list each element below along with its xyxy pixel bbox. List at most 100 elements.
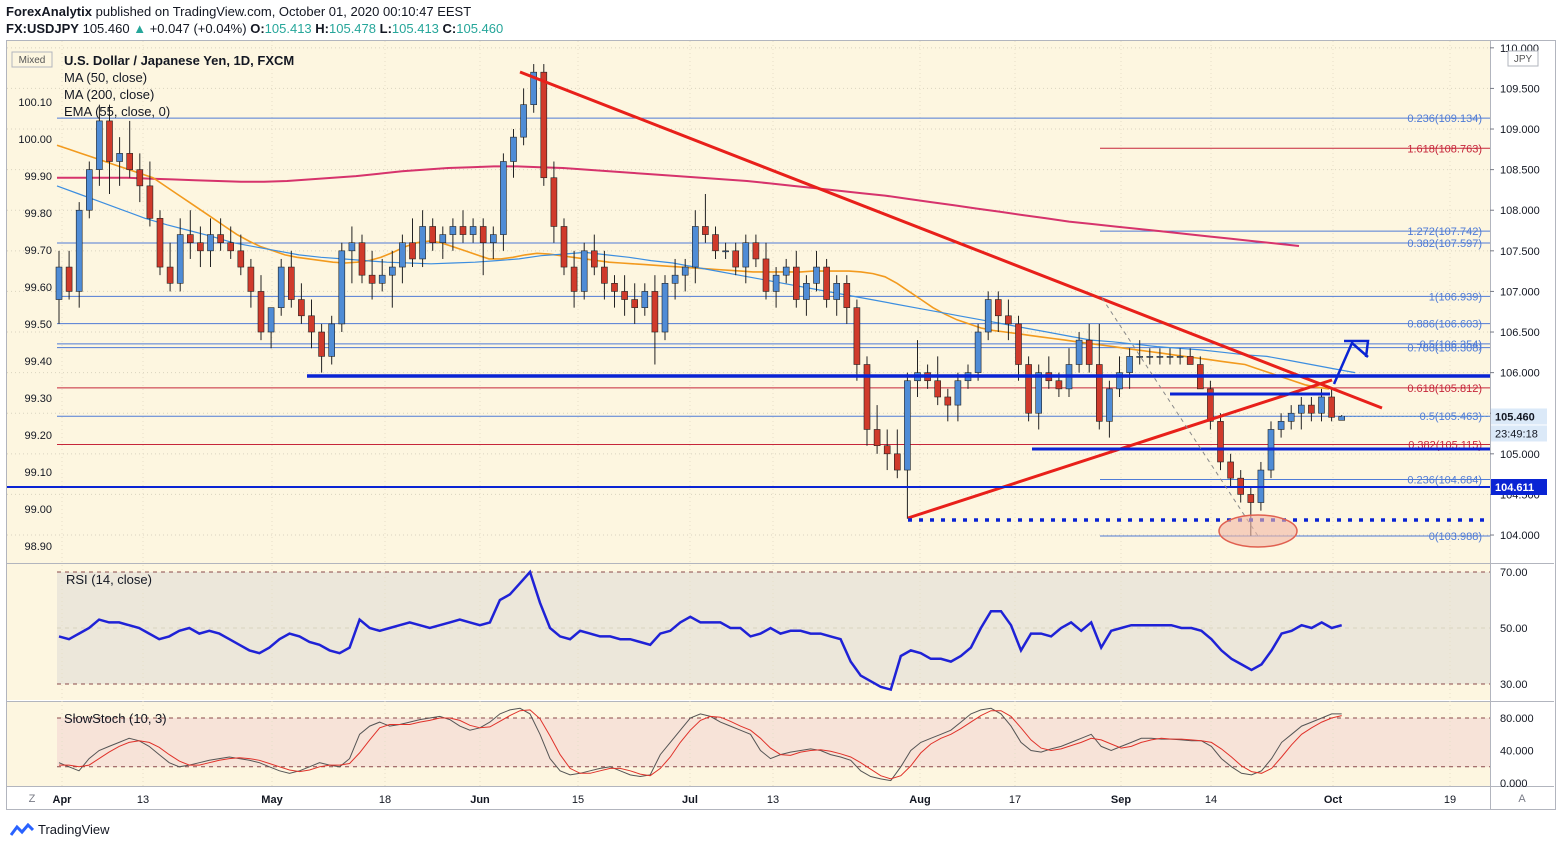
candle-body[interactable] — [328, 323, 336, 357]
brand[interactable]: TradingView — [10, 822, 110, 837]
candle-body[interactable] — [570, 266, 578, 292]
candle-body[interactable] — [500, 161, 507, 235]
candle-body[interactable] — [419, 226, 426, 260]
candle-body[interactable] — [974, 331, 982, 373]
candle-body[interactable] — [631, 299, 639, 308]
candle-body[interactable] — [55, 266, 63, 300]
candle-body[interactable] — [671, 274, 679, 284]
candle-body[interactable] — [106, 120, 113, 162]
candle-body[interactable] — [136, 169, 144, 187]
drawings[interactable] — [7, 70, 1490, 548]
candle-body[interactable] — [1146, 356, 1154, 358]
candle-body[interactable] — [1156, 356, 1164, 358]
candle-body[interactable] — [479, 226, 487, 244]
candle-body[interactable] — [813, 266, 820, 284]
candle-body[interactable] — [489, 234, 497, 244]
candle-body[interactable] — [782, 266, 790, 276]
mixed-badge[interactable] — [11, 51, 53, 68]
candle-body[interactable] — [1116, 372, 1123, 390]
candle-body[interactable] — [651, 291, 659, 333]
candle-body[interactable] — [126, 153, 133, 170]
candle-body[interactable] — [298, 299, 305, 317]
candle-body[interactable] — [540, 71, 548, 179]
candle-body[interactable] — [176, 234, 184, 284]
candle-body[interactable] — [601, 266, 608, 284]
candle-body[interactable] — [439, 234, 447, 244]
candle-body[interactable] — [1055, 380, 1063, 390]
candle-body[interactable] — [550, 177, 558, 227]
candle-body[interactable] — [217, 234, 224, 244]
candle-body[interactable] — [843, 283, 851, 308]
candle-body[interactable] — [863, 364, 871, 430]
candle-body[interactable] — [641, 291, 649, 308]
candle-body[interactable] — [358, 242, 366, 276]
candle-body[interactable] — [702, 226, 709, 235]
candle-body[interactable] — [86, 169, 93, 211]
candle-body[interactable] — [772, 274, 780, 292]
candle-body[interactable] — [752, 242, 760, 260]
candle-body[interactable] — [388, 266, 396, 276]
candle-body[interactable] — [1217, 421, 1224, 463]
candle-body[interactable] — [621, 291, 628, 300]
candle-body[interactable] — [1277, 421, 1285, 430]
candle-body[interactable] — [146, 185, 154, 219]
candle-body[interactable] — [1005, 315, 1012, 325]
candle-body[interactable] — [378, 274, 386, 284]
candle-body[interactable] — [520, 104, 527, 138]
candle-body[interactable] — [469, 226, 477, 235]
candle-body[interactable] — [429, 226, 437, 244]
candle-body[interactable] — [833, 283, 841, 300]
candle-body[interactable] — [984, 299, 992, 333]
candle-body[interactable] — [1176, 356, 1184, 358]
candle-body[interactable] — [308, 315, 315, 333]
candle-body[interactable] — [338, 250, 346, 325]
candle-body[interactable] — [944, 396, 952, 406]
candle-body[interactable] — [257, 291, 265, 333]
candle-body[interactable] — [762, 258, 770, 292]
candle-body[interactable] — [156, 218, 164, 268]
candle-body[interactable] — [1186, 356, 1194, 365]
candle-body[interactable] — [691, 226, 699, 268]
low-highlight-ellipse[interactable] — [1218, 514, 1298, 548]
candle-body[interactable] — [1096, 364, 1103, 422]
candle-body[interactable] — [1227, 461, 1234, 479]
candle-body[interactable] — [732, 250, 740, 268]
candle-body[interactable] — [399, 242, 406, 268]
candle-body[interactable] — [954, 380, 962, 406]
candle-body[interactable] — [1085, 339, 1093, 365]
candle-body[interactable] — [1328, 396, 1335, 418]
candle-body[interactable] — [277, 266, 285, 308]
candle-body[interactable] — [348, 242, 356, 252]
candle-body[interactable] — [187, 234, 194, 244]
currency-badge[interactable] — [1507, 50, 1539, 67]
candle-body[interactable] — [803, 283, 810, 300]
candle-body[interactable] — [994, 299, 1002, 317]
candle-body[interactable] — [934, 380, 942, 398]
candle-body[interactable] — [510, 136, 517, 162]
candle-body[interactable] — [96, 120, 103, 170]
candle-body[interactable] — [530, 71, 538, 105]
candle-body[interactable] — [1035, 372, 1042, 414]
candle-body[interactable] — [368, 274, 376, 284]
candle-body[interactable] — [227, 242, 234, 252]
candle-body[interactable] — [883, 445, 891, 455]
candle-body[interactable] — [207, 234, 214, 252]
candle-body[interactable] — [1106, 388, 1113, 422]
candle-body[interactable] — [661, 283, 669, 333]
author-name[interactable]: ForexAnalytix — [6, 4, 92, 19]
candle-body[interactable] — [560, 226, 568, 268]
candle-body[interactable] — [409, 242, 416, 260]
projection-arrow-icon[interactable] — [1332, 340, 1369, 385]
candle-body[interactable] — [1287, 412, 1295, 422]
candle-body[interactable] — [1166, 356, 1174, 358]
candle-body[interactable] — [459, 226, 467, 235]
candle-body[interactable] — [1126, 356, 1133, 373]
candle-body[interactable] — [712, 234, 719, 252]
candle-body[interactable] — [247, 266, 255, 292]
candle-body[interactable] — [742, 242, 750, 268]
candle-body[interactable] — [1247, 494, 1255, 503]
down-trendline[interactable] — [519, 70, 1383, 410]
candle-body[interactable] — [65, 266, 73, 292]
candle-body[interactable] — [722, 250, 729, 253]
candle-body[interactable] — [893, 453, 901, 471]
